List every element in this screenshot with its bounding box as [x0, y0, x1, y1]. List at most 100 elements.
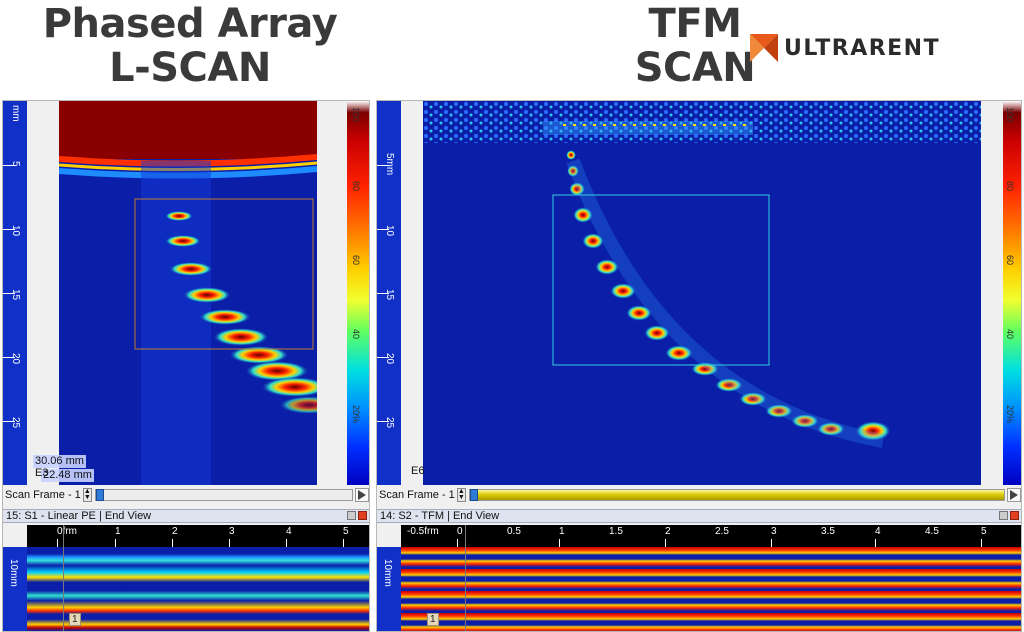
- axis-tick: [172, 539, 173, 547]
- heading-line-2: SCAN: [634, 45, 756, 91]
- tfm-panel: 5mm 10 15 20 25: [376, 100, 1022, 632]
- readout-secondary: 22.48 mm: [41, 469, 94, 482]
- axis-tick: [981, 539, 982, 547]
- ruler-tick: [3, 293, 15, 294]
- brand-name: ULTRARENT: [784, 35, 941, 61]
- end-view-cursor[interactable]: [465, 525, 466, 631]
- lscan-image[interactable]: [59, 101, 317, 485]
- ruler-label: 10: [384, 225, 395, 237]
- ruler-tick: [377, 229, 389, 230]
- heading-line-1: TFM: [648, 1, 742, 47]
- ruler-label: 25: [384, 417, 395, 429]
- colorbar-label: 20%: [1005, 405, 1015, 424]
- ruler-label: 20: [384, 353, 395, 365]
- ruler-tick: [3, 165, 15, 166]
- axis-tick: [875, 539, 876, 547]
- scan-axis-ruler[interactable]: -0.5frm 0 0.5 1 1.5 2 2.5 3 3.5 4 4.5 5: [401, 525, 1021, 547]
- colorbar-label: 40: [1005, 329, 1015, 340]
- colorbar-label: 60: [351, 255, 361, 266]
- end-view-title: 15: S1 - Linear PE | End View: [6, 510, 152, 522]
- axis-label: 2: [172, 526, 178, 537]
- end-view-depth-ruler[interactable]: 10mm: [377, 547, 401, 631]
- scan-frame-label: Scan Frame - 1: [5, 489, 81, 501]
- axis-label: 0.5: [507, 526, 521, 537]
- depth-ruler[interactable]: 5mm 10 15 20 25: [377, 101, 401, 485]
- slider-thumb[interactable]: [469, 489, 478, 501]
- lscan-echo-pattern: [59, 101, 317, 485]
- ruler-unit: mm: [10, 105, 21, 122]
- close-icon[interactable]: [1010, 511, 1019, 520]
- heading-line-1: Phased Array: [42, 1, 338, 47]
- ruler-label: 15: [384, 289, 395, 301]
- slider-thumb[interactable]: [95, 489, 104, 501]
- tfm-echo-pattern: [423, 101, 981, 448]
- axis-label: 4: [286, 526, 292, 537]
- window-controls: [347, 511, 367, 520]
- play-button[interactable]: [1007, 488, 1021, 502]
- ultrarent-mark-icon: [750, 34, 778, 62]
- ruler-tick: [3, 357, 15, 358]
- ruler-label: 15: [10, 289, 21, 301]
- ruler-tick: [3, 229, 15, 230]
- colorbar-label: 100: [1005, 107, 1015, 123]
- axis-label: 1.5: [609, 526, 623, 537]
- axis-tick: [286, 539, 287, 547]
- axis-label: 4: [875, 526, 881, 537]
- frame-slider[interactable]: [94, 489, 353, 501]
- axis-label: 3: [771, 526, 777, 537]
- end-view-image[interactable]: [27, 547, 369, 631]
- element-label: E6: [411, 465, 425, 477]
- axis-tick: [57, 539, 58, 547]
- axis-label: 1: [559, 526, 565, 537]
- end-view-title-bar: 14: S2 - TFM | End View: [377, 509, 1021, 523]
- scan-axis-ruler[interactable]: 0frm 1 2 3 4 5: [27, 525, 369, 547]
- play-button[interactable]: [355, 488, 369, 502]
- axis-label: 5: [981, 526, 987, 537]
- depth-ruler[interactable]: mm 5 10 15 20 25: [3, 101, 27, 485]
- play-icon: [358, 490, 366, 500]
- end-view-title: 14: S2 - TFM | End View: [380, 510, 500, 522]
- colorbar-label: 20%: [351, 405, 361, 424]
- tfm-heading: TFM SCAN: [600, 2, 790, 90]
- frame-slider[interactable]: [468, 489, 1005, 501]
- colorbar-label: 80: [1005, 181, 1015, 192]
- colorbar-label: 100: [351, 107, 361, 123]
- end-view-image[interactable]: [401, 547, 1021, 631]
- end-view-cursor[interactable]: [63, 525, 64, 631]
- ruler-label: 5: [10, 161, 21, 167]
- axis-label: 3: [229, 526, 235, 537]
- ultrarent-logo: ULTRARENT: [748, 28, 988, 68]
- tfm-image[interactable]: [423, 101, 981, 485]
- close-icon[interactable]: [358, 511, 367, 520]
- ruler-label: 10mm: [8, 559, 19, 587]
- phased-array-panel: mm 5 10 15 20 25: [2, 100, 370, 632]
- ruler-tick: [377, 357, 389, 358]
- ruler-tick: [377, 165, 389, 166]
- ruler-label: 25: [10, 417, 21, 429]
- minimize-icon[interactable]: [347, 511, 356, 520]
- axis-label: 2.5: [715, 526, 729, 537]
- readout-primary: 30.06 mm: [33, 455, 86, 468]
- axis-label: 2: [665, 526, 671, 537]
- amplitude-colorbar: 100 80 60 40 20%: [347, 101, 369, 485]
- scan-frame-bar: Scan Frame - 1 ▲ ▼: [3, 487, 369, 503]
- axis-label: 5: [343, 526, 349, 537]
- heading-line-2: L-SCAN: [109, 45, 271, 91]
- colorbar-label: 40: [351, 329, 361, 340]
- play-icon: [1010, 490, 1018, 500]
- colorbar-label: 80: [351, 181, 361, 192]
- axis-tick: [229, 539, 230, 547]
- end-view-depth-ruler[interactable]: 10mm: [3, 547, 27, 631]
- axis-tick: [457, 539, 458, 547]
- minimize-icon[interactable]: [999, 511, 1008, 520]
- end-view-title-bar: 15: S1 - Linear PE | End View: [3, 509, 369, 523]
- scan-frame-label: Scan Frame - 1: [379, 489, 455, 501]
- frame-spinner[interactable]: ▲ ▼: [82, 488, 92, 502]
- ruler-label: 10: [10, 225, 21, 237]
- axis-tick: [115, 539, 116, 547]
- frame-marker: 1: [427, 613, 439, 626]
- axis-tick: [665, 539, 666, 547]
- scan-frame-bar: Scan Frame - 1 ▲ ▼: [377, 487, 1021, 503]
- frame-spinner[interactable]: ▲ ▼: [456, 488, 466, 502]
- ruler-label: 10mm: [382, 559, 393, 587]
